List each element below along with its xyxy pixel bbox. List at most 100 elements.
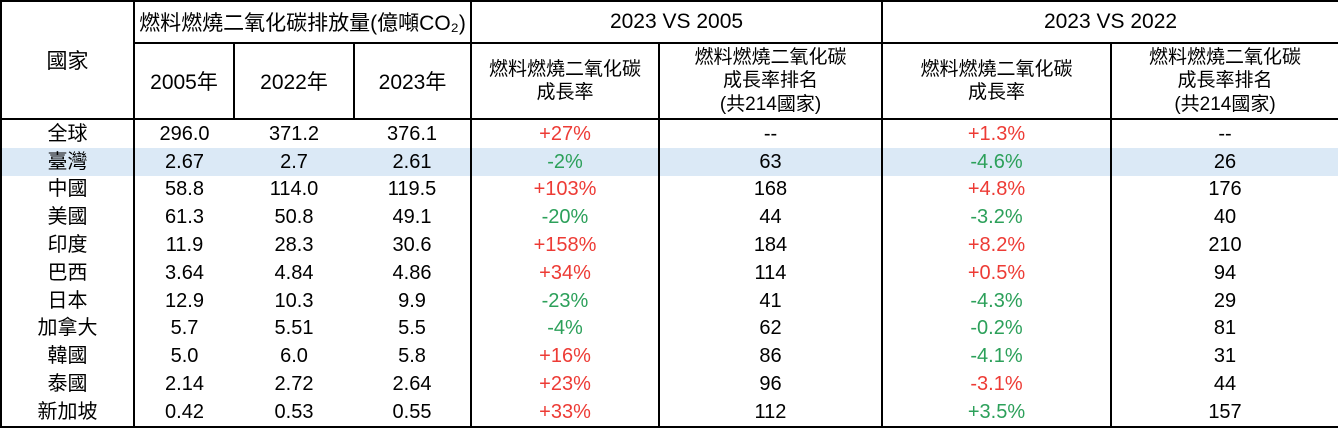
rank-vs2005-cell: 86 <box>659 342 883 371</box>
country-cell: 巴西 <box>1 258 135 287</box>
emission-2005-cell: 2.67 <box>134 147 234 176</box>
emission-2022-cell: 5.51 <box>274 317 314 340</box>
growth-vs2022-cell: +8.2% <box>882 231 1112 259</box>
country-cell: 泰國 <box>1 370 135 398</box>
emission-2023-cell: 5.8 <box>354 342 472 371</box>
growth-vs2005-cell: -4% <box>471 314 660 343</box>
country-cell: 印度 <box>1 231 135 259</box>
country-cell: 加拿大 <box>1 314 135 343</box>
growth-vs2005-cell: +158% <box>471 231 660 259</box>
emission-2005-cell: 5.7 <box>170 317 199 340</box>
rank-vs2005-cell: 168 <box>659 175 883 204</box>
table-row: 中國 58.8 114.0 119.5 +103% 168 +4.8% 176 <box>1 175 1338 204</box>
growth-vs2005-cell: -20% <box>471 203 660 232</box>
country-cell: 日本 <box>1 286 135 315</box>
growth-vs2022-cell: -3.1% <box>882 370 1112 398</box>
growth-vs2005-cell: +103% <box>471 175 660 204</box>
rank-vs2005-cell: 63 <box>659 147 883 176</box>
rank-vs2005-cell: 112 <box>659 397 883 427</box>
vs2022-growth-header: 燃料燃燒二氧化碳 成長率 <box>881 42 1112 120</box>
emission-2022-cell: 371.2 <box>268 122 320 145</box>
emission-2023-cell: 4.86 <box>354 258 472 287</box>
sub-header-row: 2005年 2022年 2023年 燃料燃燒二氧化碳 成長率 燃料燃燒二氧化碳 … <box>1 42 1338 120</box>
rank-vs2005-cell: 41 <box>659 286 883 315</box>
country-cell: 全球 <box>1 119 135 148</box>
year-2022-header: 2022年 <box>233 42 355 120</box>
emission-2022-cell: 0.53 <box>274 400 314 423</box>
growth-vs2005-cell: +16% <box>471 342 660 371</box>
rank-vs2022-cell: -- <box>1218 122 1232 145</box>
emission-2005-cell: 58.8 <box>165 178 204 201</box>
growth-vs2022-cell: -0.2% <box>882 314 1112 343</box>
emission-2022-cell: 2.7 <box>234 147 354 176</box>
country-cell: 韓國 <box>1 342 135 371</box>
rank-vs2022-cell: 40 <box>1213 206 1237 229</box>
year-2005-header: 2005年 <box>133 42 235 120</box>
table-row: 巴西 3.64 4.84 4.86 +34% 114 +0.5% 94 <box>1 258 1338 287</box>
table-row: 美國 61.3 50.8 49.1 -20% 44 -3.2% 40 <box>1 203 1338 232</box>
emission-2005-cell: 5.0 <box>170 345 199 368</box>
emission-2005-cell: 296.0 <box>159 122 210 145</box>
growth-vs2022-cell: -4.3% <box>882 286 1112 315</box>
vs2005-growth-header: 燃料燃燒二氧化碳 成長率 <box>470 42 660 120</box>
emission-2022-cell: 2.72 <box>274 373 314 396</box>
emission-2005-cell: 0.42 <box>165 400 204 423</box>
rank-vs2005-cell: 114 <box>659 258 883 287</box>
table-row: 韓國 5.0 6.0 5.8 +16% 86 -4.1% 31 <box>1 342 1338 371</box>
vs2022-rank-header: 燃料燃燒二氧化碳 成長率排名 (共214國家) <box>1110 42 1338 120</box>
emission-2023-cell: 5.5 <box>354 314 472 343</box>
growth-vs2022-cell: -4.1% <box>882 342 1112 371</box>
country-cell: 新加坡 <box>1 397 135 427</box>
emission-2023-cell: 49.1 <box>354 203 472 232</box>
emission-2005-cell: 11.9 <box>165 234 204 257</box>
table-row: 臺灣 2.67 2.7 2.61 -2% 63 -4.6% 26 <box>1 147 1338 176</box>
vs2022-group-header: 2023 VS 2022 <box>881 0 1338 44</box>
emission-2005-cell: 61.3 <box>165 206 204 229</box>
rank-vs2005-cell: 184 <box>659 231 883 259</box>
growth-vs2005-cell: +27% <box>471 119 660 148</box>
growth-vs2022-cell: +0.5% <box>882 258 1112 287</box>
emission-2022-cell: 10.3 <box>274 289 314 312</box>
rank-vs2005-cell: 96 <box>659 370 883 398</box>
emissions-group-header: 燃料燃燒二氧化碳排放量(億噸CO₂) <box>133 0 472 44</box>
growth-vs2022-cell: -4.6% <box>882 147 1112 176</box>
growth-vs2005-cell: +34% <box>471 258 660 287</box>
rank-vs2022-cell: 176 <box>1208 178 1242 201</box>
table-row: 泰國 2.14 2.72 2.64 +23% 96 -3.1% 44 <box>1 370 1338 398</box>
country-cell: 中國 <box>1 175 135 204</box>
emission-2005-cell: 12.9 <box>165 289 204 312</box>
country-column-header: 國家 <box>0 0 135 120</box>
rank-vs2022-cell: 81 <box>1213 317 1237 340</box>
emission-2022-cell: 50.8 <box>274 206 314 229</box>
rank-vs2022-cell: 26 <box>1111 147 1338 176</box>
year-2023-header: 2023年 <box>353 42 472 120</box>
rank-vs2022-cell: 157 <box>1208 400 1242 423</box>
rank-vs2022-cell: 94 <box>1213 261 1237 284</box>
rank-vs2022-cell: 210 <box>1208 234 1242 257</box>
emission-2023-cell: 119.5 <box>354 175 472 204</box>
rank-vs2022-cell: 29 <box>1213 289 1237 312</box>
emission-2023-cell: 30.6 <box>354 231 472 259</box>
growth-vs2005-cell: -2% <box>471 147 660 176</box>
emission-2022-cell: 28.3 <box>274 234 314 257</box>
rank-vs2005-cell: 44 <box>659 203 883 232</box>
emission-2022-cell: 4.84 <box>274 261 314 284</box>
table-row: 印度 11.9 28.3 30.6 +158% 184 +8.2% 210 <box>1 231 1338 259</box>
rank-vs2005-cell: -- <box>659 119 883 148</box>
growth-vs2022-cell: +1.3% <box>882 119 1112 148</box>
group-header-row: 國家 燃料燃燒二氧化碳排放量(億噸CO₂) 2023 VS 2005 2023 … <box>0 0 1338 120</box>
growth-vs2022-cell: -3.2% <box>882 203 1112 232</box>
emission-2023-cell: 376.1 <box>354 119 472 148</box>
emission-2022-cell: 114.0 <box>269 178 319 201</box>
emission-2023-cell: 2.61 <box>354 147 472 176</box>
growth-vs2022-cell: +4.8% <box>882 175 1112 204</box>
emission-2005-cell: 2.14 <box>165 373 204 396</box>
table-row: 全球 296.0 371.2 376.1 +27% -- +1.3% -- <box>1 119 1338 148</box>
table-row: 新加坡 0.42 0.53 0.55 +33% 112 +3.5% 157 <box>1 397 1338 427</box>
rank-vs2022-cell: 31 <box>1213 345 1237 368</box>
emission-2023-cell: 0.55 <box>354 397 472 427</box>
rank-vs2022-cell: 44 <box>1213 373 1237 396</box>
vs2005-group-header: 2023 VS 2005 <box>470 0 883 44</box>
emission-2022-cell: 6.0 <box>280 345 308 368</box>
growth-vs2005-cell: +23% <box>471 370 660 398</box>
